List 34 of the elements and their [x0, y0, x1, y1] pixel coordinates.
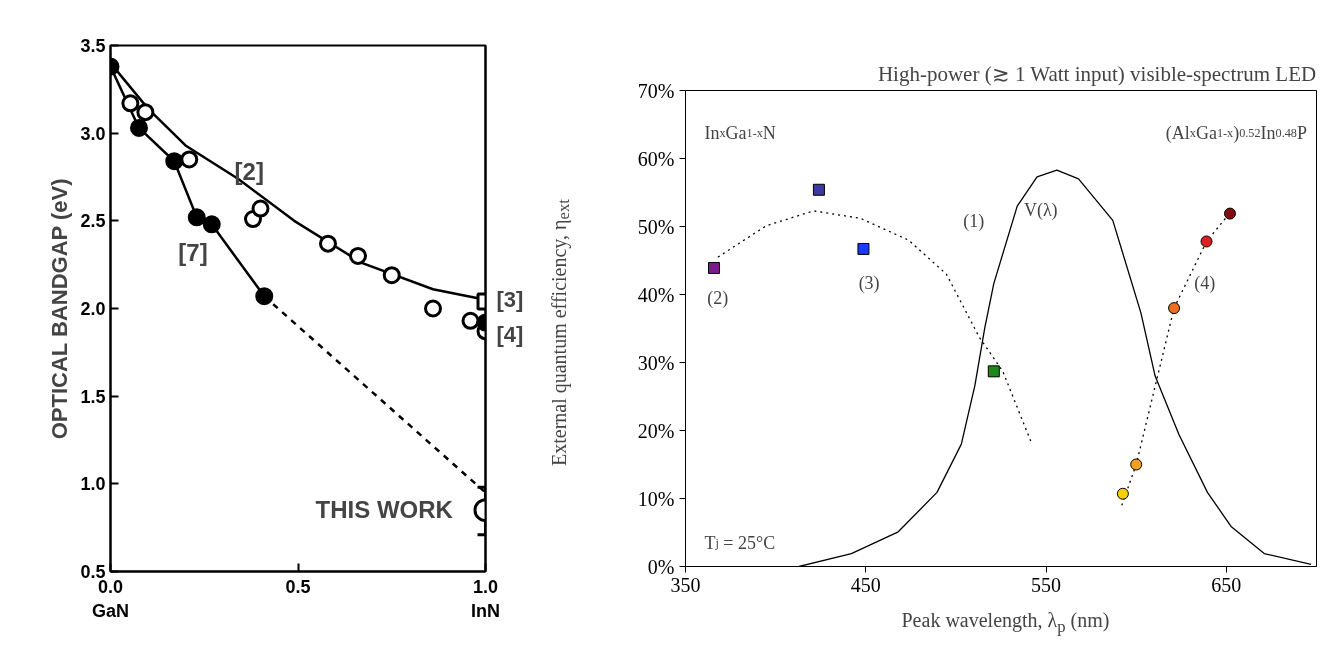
y-tick-label: 70% [637, 79, 675, 102]
x-tick-label: 1.0 InN [471, 576, 500, 621]
y-tick-label: 40% [637, 283, 675, 306]
y-tick-label: 10% [637, 487, 675, 510]
y-tick-label: 60% [637, 147, 675, 170]
y-tick-label: 30% [637, 351, 675, 374]
x-tick-label: 0.5 [285, 576, 311, 597]
y-axis-title: OPTICAL BANDGAP (eV) [47, 178, 73, 440]
y-tick-label: 50% [637, 215, 675, 238]
y-tick-label: 1.0 [80, 474, 106, 495]
annotation: [2] [234, 158, 264, 186]
y-tick-label: 2.5 [80, 211, 106, 232]
annotation: (3) [858, 273, 880, 295]
text: [4] [496, 322, 524, 348]
annotation: Tj = 25°C [704, 532, 776, 553]
annotation: InxGa1-xN [704, 123, 776, 144]
chart-title: High-power (≳ 1 Watt input) visible-spectrum LED [877, 61, 1317, 86]
annotation: [7] [178, 238, 208, 266]
x-axis-title: Peak wavelength, λ$_{p}$ (nm) [900, 608, 1111, 638]
x-tick-label: 550 [1031, 573, 1062, 596]
x-tick-label: 650 [1211, 573, 1242, 596]
text: (AlxGa1-x)0.52In0.48P [1165, 123, 1308, 144]
annotation: V(λ) [1023, 199, 1058, 221]
annotation: THIS WORK [315, 496, 454, 524]
text: [3] [496, 287, 524, 313]
x-tick-label: 450 [850, 573, 881, 596]
y-tick-label: 3.5 [80, 36, 106, 56]
y-tick-label: 20% [637, 419, 675, 442]
annotation: (2) [707, 287, 729, 309]
annotation: (4) [1194, 273, 1216, 295]
y-tick-label: 1.5 [80, 386, 106, 407]
y-tick-label: 3.0 [80, 123, 106, 144]
annotation: (1) [963, 211, 985, 233]
y-tick-label: 2.0 [80, 299, 106, 319]
